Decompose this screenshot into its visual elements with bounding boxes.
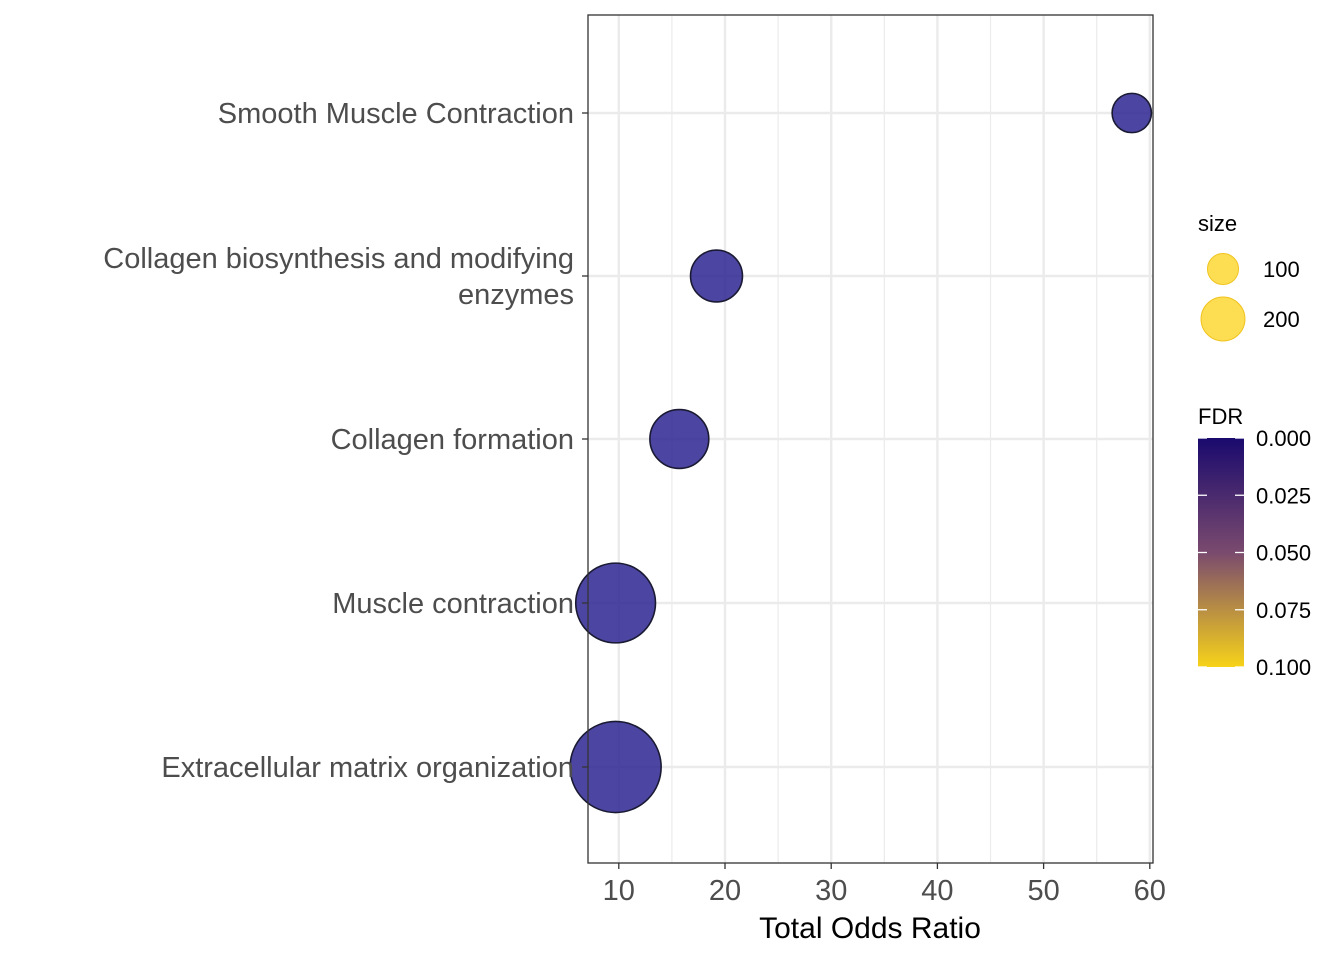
fdr-legend: FDR 0.000 0.025 0.050 0.075 0.100 — [1198, 404, 1311, 680]
fdr-legend-title: FDR — [1198, 404, 1243, 429]
x-tick-label: 20 — [709, 875, 741, 907]
size-legend-key — [1206, 252, 1240, 286]
x-tick-label: 40 — [921, 875, 953, 907]
data-points — [569, 92, 1153, 814]
data-point — [689, 249, 744, 303]
x-axis: 10 20 30 40 50 60 — [603, 863, 1166, 907]
fdr-tick-label: 0.075 — [1256, 598, 1311, 623]
fdr-tick-label: 0.000 — [1256, 426, 1311, 451]
y-tick-label: enzymes — [458, 279, 574, 311]
size-legend-title: size — [1198, 211, 1237, 236]
size-legend-label: 100 — [1263, 257, 1300, 282]
data-point — [1111, 92, 1153, 134]
data-point — [569, 720, 662, 814]
y-tick-label: Collagen formation — [331, 424, 574, 456]
y-tick-label: Muscle contraction — [332, 588, 574, 620]
y-tick-label: Extracellular matrix organization — [161, 752, 574, 784]
x-tick-label: 50 — [1027, 875, 1059, 907]
y-tick-label: Collagen biosynthesis and modifying — [103, 243, 574, 275]
x-tick-label: 10 — [603, 875, 635, 907]
y-axis: Smooth Muscle Contraction Collagen biosyn… — [103, 98, 588, 784]
size-legend-key — [1200, 296, 1246, 342]
y-tick-label: Smooth Muscle Contraction — [218, 98, 574, 130]
fdr-tick-label: 0.100 — [1256, 655, 1311, 680]
x-tick-label: 60 — [1134, 875, 1166, 907]
size-legend: size 100 200 — [1198, 211, 1300, 342]
fdr-tick-label: 0.050 — [1256, 541, 1311, 566]
x-axis-title: Total Odds Ratio — [759, 912, 981, 945]
data-point — [649, 408, 710, 470]
x-tick-label: 30 — [815, 875, 847, 907]
data-point — [574, 562, 657, 644]
fdr-tick-label: 0.025 — [1256, 483, 1311, 508]
size-legend-label: 200 — [1263, 307, 1300, 332]
grid-lines — [588, 15, 1153, 863]
